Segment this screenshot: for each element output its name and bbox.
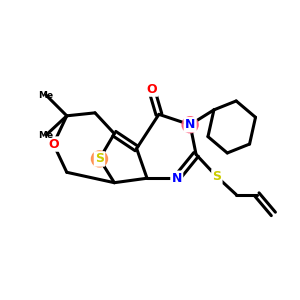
Text: S: S [212, 170, 221, 183]
Text: O: O [146, 82, 158, 96]
Circle shape [182, 117, 198, 133]
Text: N: N [172, 172, 182, 185]
Text: N: N [185, 118, 195, 131]
Text: S: S [95, 152, 104, 165]
Text: N: N [184, 118, 196, 132]
Text: S: S [94, 152, 104, 166]
Text: O: O [146, 82, 157, 96]
Text: O: O [48, 138, 59, 151]
Text: N: N [171, 171, 183, 185]
Text: Me: Me [38, 130, 53, 140]
Text: O: O [47, 137, 59, 151]
Text: Me: Me [38, 91, 53, 100]
Text: S: S [212, 170, 222, 184]
Circle shape [92, 151, 107, 167]
